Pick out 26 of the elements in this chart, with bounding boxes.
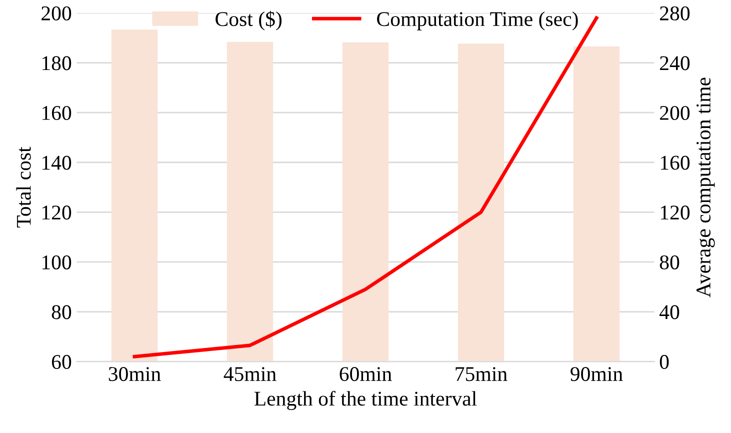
x-tick-label: 90min [570,367,623,382]
y-tick-label: 200 [42,6,72,20]
x-axis-title: Length of the time interval [254,390,477,410]
y2-tick-label: 200 [660,106,690,120]
y2-axis-title: Average computation time [696,78,715,298]
y-tick-label: 100 [42,255,72,270]
y2-tick-label: 40 [660,305,680,320]
x-tick-label: 45min [224,367,276,382]
legend-label: Cost ($) [216,10,282,30]
y-tick-label: 180 [42,56,72,70]
y-axis-title: Total cost [16,146,31,228]
y2-tick-label: 240 [660,56,690,70]
y-tick-label: 80 [52,305,72,320]
y2-tick-label: 280 [660,6,690,20]
x-tick-label: 75min [456,367,508,382]
x-tick-label: 60min [340,367,392,382]
y-tick-label: 60 [52,354,72,369]
legend-label: Computation Time (sec) [377,11,578,30]
y2-tick-label: 120 [660,206,690,220]
y2-tick-label: 0 [660,354,669,369]
y-tick-label: 120 [42,206,72,220]
y-tick-label: 140 [42,156,72,170]
y-tick-label: 160 [42,106,72,120]
y2-tick-label: 160 [660,156,690,170]
y2-tick-label: 80 [660,255,680,270]
x-tick-label: 30min [108,367,161,382]
